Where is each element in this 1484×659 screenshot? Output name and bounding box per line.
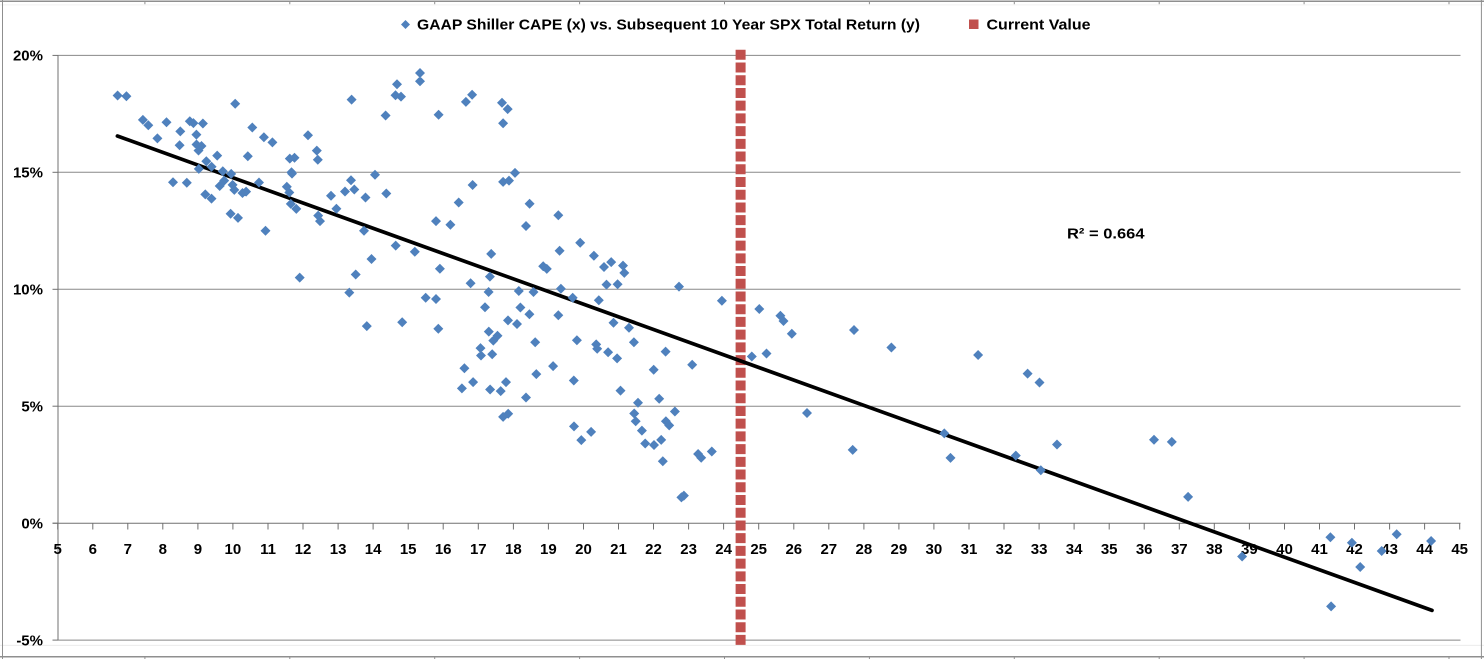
svg-text:5: 5 — [54, 541, 62, 558]
svg-text:24: 24 — [715, 541, 732, 558]
svg-text:8: 8 — [159, 541, 167, 558]
svg-text:44: 44 — [1416, 541, 1433, 558]
svg-text:13: 13 — [330, 541, 347, 558]
svg-text:34: 34 — [1066, 541, 1083, 558]
svg-text:21: 21 — [610, 541, 627, 558]
svg-text:15%: 15% — [13, 165, 43, 182]
svg-text:20%: 20% — [13, 48, 43, 65]
svg-text:-5%: -5% — [16, 632, 43, 649]
svg-text:17: 17 — [470, 541, 487, 558]
svg-text:7: 7 — [124, 541, 132, 558]
svg-text:28: 28 — [856, 541, 873, 558]
svg-text:18: 18 — [505, 541, 522, 558]
svg-text:45: 45 — [1451, 541, 1468, 558]
svg-text:10%: 10% — [13, 282, 43, 299]
svg-text:30: 30 — [926, 541, 943, 558]
svg-text:41: 41 — [1311, 541, 1328, 558]
svg-text:14: 14 — [365, 541, 382, 558]
svg-text:25: 25 — [750, 541, 767, 558]
svg-text:36: 36 — [1136, 541, 1153, 558]
svg-text:9: 9 — [194, 541, 202, 558]
svg-text:12: 12 — [295, 541, 312, 558]
svg-text:26: 26 — [785, 541, 802, 558]
svg-text:35: 35 — [1101, 541, 1118, 558]
svg-text:16: 16 — [435, 541, 452, 558]
svg-text:27: 27 — [820, 541, 837, 558]
svg-text:5%: 5% — [21, 398, 43, 415]
svg-text:11: 11 — [260, 541, 276, 558]
svg-text:20: 20 — [575, 541, 592, 558]
svg-text:15: 15 — [400, 541, 417, 558]
svg-text:0%: 0% — [21, 515, 43, 532]
svg-text:29: 29 — [891, 541, 908, 558]
svg-text:33: 33 — [1031, 541, 1048, 558]
svg-text:22: 22 — [645, 541, 662, 558]
svg-text:10: 10 — [225, 541, 242, 558]
svg-text:31: 31 — [961, 541, 978, 558]
svg-text:R² = 0.664: R² = 0.664 — [1067, 226, 1145, 243]
svg-text:Current Value: Current Value — [987, 17, 1091, 34]
svg-text:19: 19 — [540, 541, 557, 558]
svg-text:23: 23 — [680, 541, 697, 558]
svg-text:38: 38 — [1206, 541, 1223, 558]
svg-text:32: 32 — [996, 541, 1013, 558]
svg-text:37: 37 — [1171, 541, 1188, 558]
svg-text:43: 43 — [1381, 541, 1398, 558]
svg-text:GAAP Shiller CAPE (x) vs. Subs: GAAP Shiller CAPE (x) vs. Subsequent 10 … — [417, 17, 920, 34]
svg-text:6: 6 — [89, 541, 97, 558]
